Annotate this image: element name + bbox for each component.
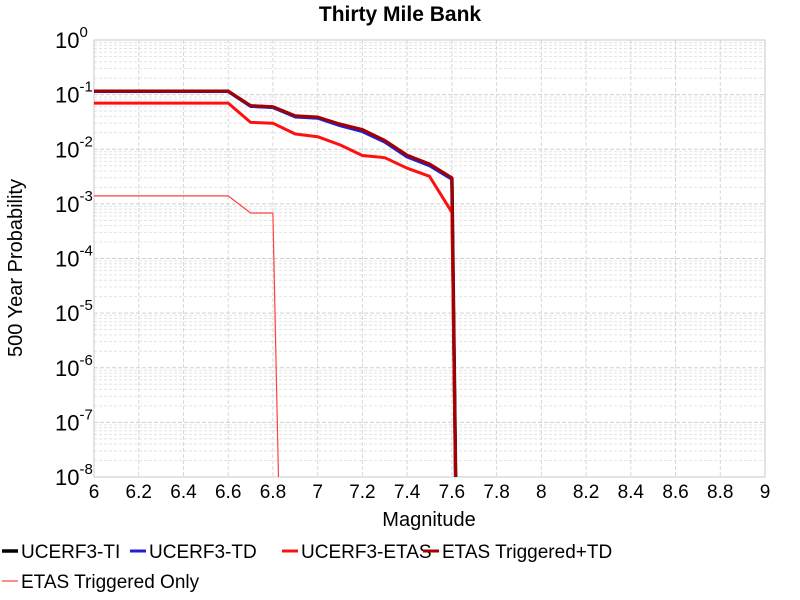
y-tick-label: 10-4 <box>55 243 93 272</box>
x-tick-label: 6 <box>89 482 100 503</box>
y-tick-label: 10-2 <box>55 133 93 162</box>
y-tick-label: 10-5 <box>55 297 93 326</box>
x-tick-label: 7.6 <box>439 482 465 503</box>
x-tick-label: 8 <box>536 482 547 503</box>
plot-frame <box>93 39 766 478</box>
legend-label-ucerf3-etas: UCERF3-ETAS <box>301 542 432 563</box>
legend-label-ucerf3-td: UCERF3-TD <box>149 542 257 563</box>
series-group <box>94 89 458 477</box>
x-tick-label: 7 <box>312 482 323 503</box>
y-axis-label: 500 Year Probability <box>5 179 27 357</box>
legend: UCERF3-TI UCERF3-TD UCERF3-ETAS ETAS Trigge… <box>2 542 612 593</box>
y-tick-label: 10-6 <box>55 352 93 381</box>
y-tick-label: 10-1 <box>55 79 93 108</box>
x-tick-label: 8.6 <box>662 482 688 503</box>
y-tick-labels: 100 10-1 10-2 10-3 10-4 10-5 10-6 10-7 10-8 <box>55 24 93 490</box>
legend-label-etas-triggered-only: ETAS Triggered Only <box>21 572 200 593</box>
x-tick-label: 7.8 <box>483 482 509 503</box>
series-line-ucerf3-etas <box>94 101 458 477</box>
x-tick-label: 6.2 <box>126 482 152 503</box>
x-axis-label: Magnitude <box>382 509 475 531</box>
x-tick-label: 7.2 <box>349 482 375 503</box>
series-line-etas-triggered-only <box>94 195 280 477</box>
grid <box>93 39 766 478</box>
x-tick-label: 8.4 <box>618 482 645 503</box>
y-tick-label: 10-3 <box>55 188 93 217</box>
y-tick-label: 10-7 <box>55 406 93 435</box>
y-tick-label: 100 <box>55 24 88 53</box>
series-line-etas-triggered-td <box>94 89 458 477</box>
chart-title: Thirty Mile Bank <box>319 3 482 26</box>
y-tick-label: 10-8 <box>55 461 93 490</box>
x-tick-label: 6.4 <box>170 482 197 503</box>
x-tick-label: 8.2 <box>573 482 599 503</box>
x-tick-label: 6.8 <box>260 482 286 503</box>
legend-label-ucerf3-ti: UCERF3-TI <box>21 542 120 563</box>
x-tick-label: 7.4 <box>394 482 421 503</box>
x-tick-label: 8.8 <box>707 482 733 503</box>
legend-label-etas-triggered-td: ETAS Triggered+TD <box>442 542 612 563</box>
x-tick-label: 9 <box>760 482 771 503</box>
x-tick-labels: 6 6.2 6.4 6.6 6.8 7 7.2 7.4 7.6 7.8 8 8.2 8.4 8.6 8.8 9 <box>89 482 771 503</box>
x-tick-label: 6.6 <box>215 482 241 503</box>
